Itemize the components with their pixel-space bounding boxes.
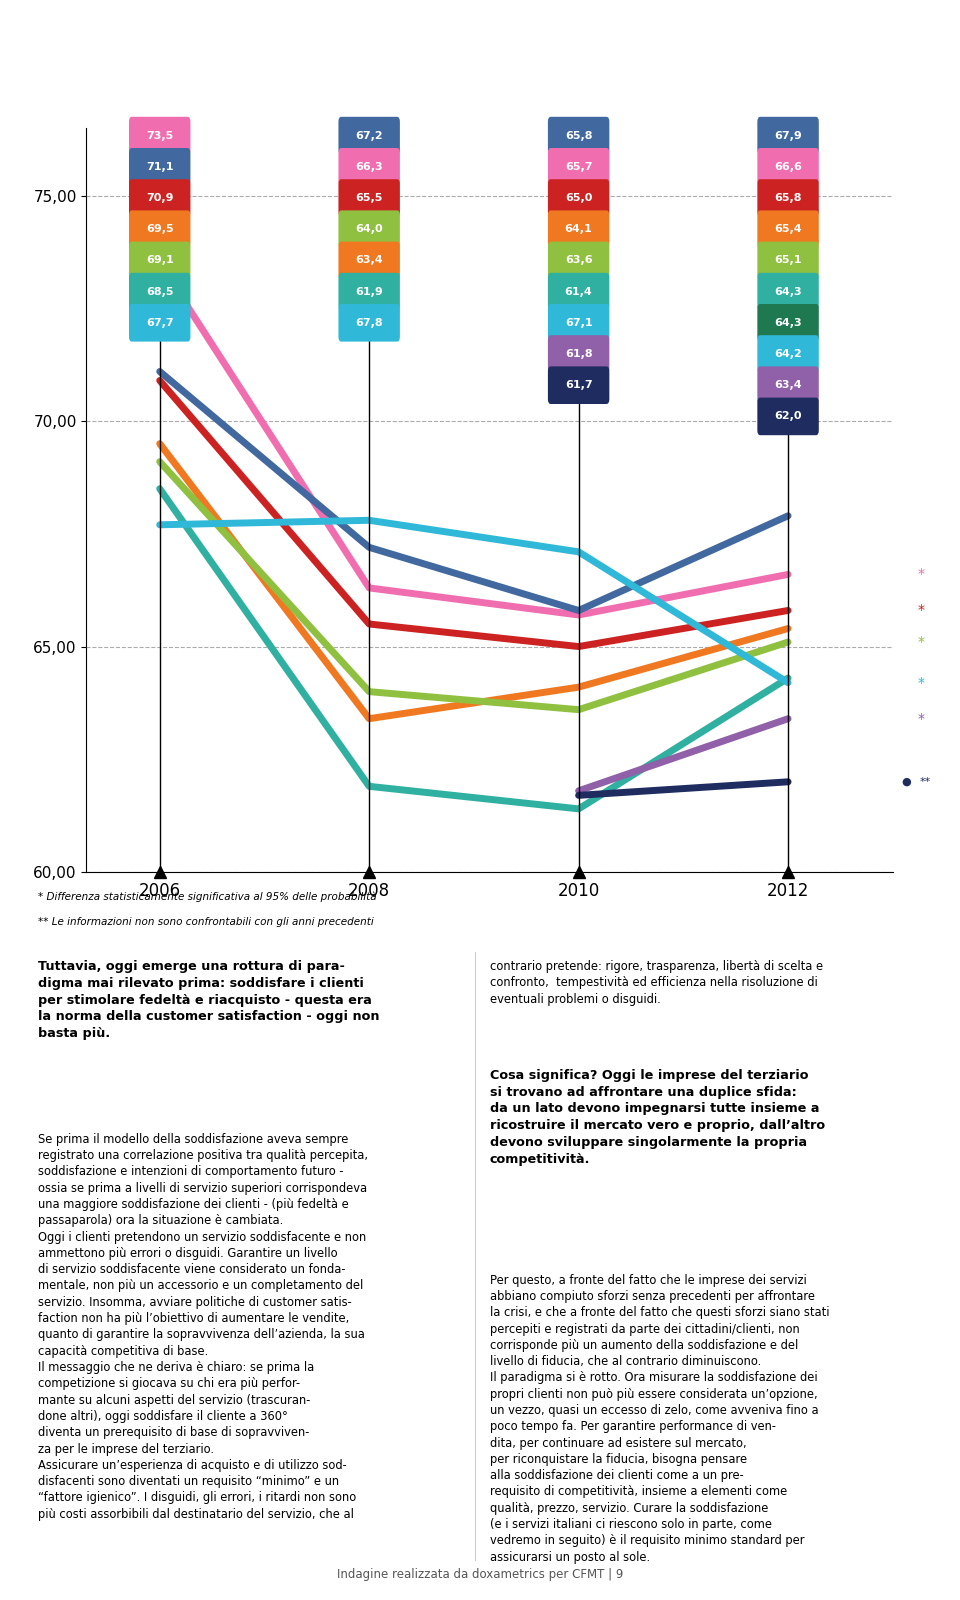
Text: *: *: [918, 603, 924, 618]
Text: 63,6: 63,6: [564, 256, 592, 266]
Text: 67,9: 67,9: [774, 131, 802, 141]
Text: 65,8: 65,8: [564, 131, 592, 141]
Text: *: *: [918, 568, 924, 581]
Text: 67,8: 67,8: [355, 318, 383, 328]
Text: contrario pretende: rigore, trasparenza, libertà di scelta e
confronto,  tempest: contrario pretende: rigore, trasparenza,…: [490, 960, 823, 1006]
Text: 61,4: 61,4: [564, 286, 592, 296]
Text: 65,5: 65,5: [355, 194, 383, 203]
Text: 64,3: 64,3: [775, 286, 802, 296]
Text: Per questo, a fronte del fatto che le imprese dei servizi
abbiano compiuto sforz: Per questo, a fronte del fatto che le im…: [490, 1274, 829, 1563]
Text: Tuttavia, oggi emerge una rottura di para-
digma mai rilevato prima: soddisfare : Tuttavia, oggi emerge una rottura di par…: [38, 960, 380, 1040]
Text: * Differenza statisticamente significativa al 95% delle probabilità: * Differenza statisticamente significati…: [38, 891, 377, 902]
Text: 69,1: 69,1: [146, 256, 174, 266]
Text: **: **: [920, 778, 931, 787]
Text: 67,2: 67,2: [355, 131, 383, 141]
Text: 65,8: 65,8: [775, 194, 802, 203]
Text: Indagine realizzata da doxametrics per CFMT | 9: Indagine realizzata da doxametrics per C…: [337, 1568, 623, 1581]
Text: 73,5: 73,5: [146, 131, 174, 141]
Text: 61,7: 61,7: [564, 381, 592, 390]
Text: 67,7: 67,7: [146, 318, 174, 328]
Text: 69,5: 69,5: [146, 224, 174, 234]
Text: 64,0: 64,0: [355, 224, 383, 234]
Text: 62,0: 62,0: [775, 411, 802, 421]
Text: 61,9: 61,9: [355, 286, 383, 296]
Text: 63,4: 63,4: [355, 256, 383, 266]
Text: 70,9: 70,9: [146, 194, 174, 203]
Text: 65,0: 65,0: [564, 194, 592, 203]
Text: Cosa significa? Oggi le imprese del terziario
si trovano ad affrontare una dupli: Cosa significa? Oggi le imprese del terz…: [490, 1069, 825, 1166]
Text: 64,3: 64,3: [775, 318, 802, 328]
Text: 64,2: 64,2: [774, 349, 802, 358]
Text: 66,3: 66,3: [355, 162, 383, 171]
Text: *: *: [918, 675, 924, 690]
Text: 64,1: 64,1: [564, 224, 592, 234]
Text: 71,1: 71,1: [146, 162, 174, 171]
Text: Se prima il modello della soddisfazione aveva sempre
registrato una correlazione: Se prima il modello della soddisfazione …: [38, 1133, 369, 1520]
Text: 61,8: 61,8: [564, 349, 592, 358]
Text: 66,6: 66,6: [774, 162, 802, 171]
Text: 65,4: 65,4: [775, 224, 802, 234]
Text: 63,4: 63,4: [775, 381, 802, 390]
Text: ●: ●: [901, 778, 911, 787]
Text: *: *: [918, 712, 924, 726]
Text: ** Le informazioni non sono confrontabili con gli anni precedenti: ** Le informazioni non sono confrontabil…: [38, 917, 374, 926]
Text: 65,7: 65,7: [564, 162, 592, 171]
Text: 67,1: 67,1: [564, 318, 592, 328]
Text: 65,1: 65,1: [775, 256, 802, 266]
Text: *: *: [918, 635, 924, 650]
Text: 68,5: 68,5: [146, 286, 174, 296]
